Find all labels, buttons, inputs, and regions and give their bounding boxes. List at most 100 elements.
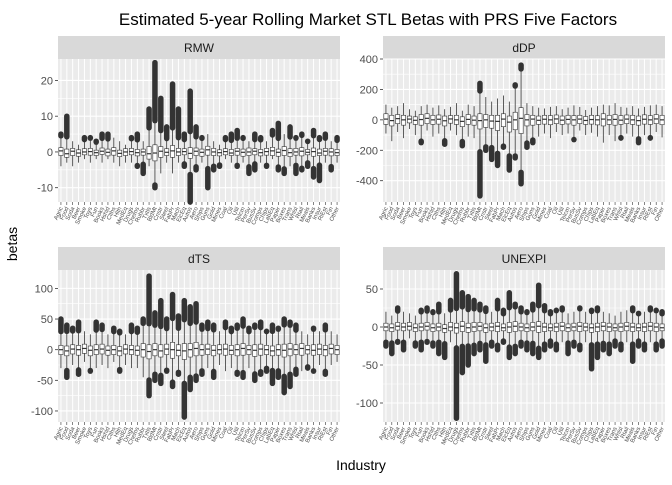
boxplot-aero <box>193 124 199 173</box>
boxplot-box <box>70 148 76 156</box>
boxplot-mines <box>542 108 547 134</box>
boxplot-box <box>317 148 322 156</box>
x-tick-label: Steel <box>484 426 495 441</box>
x-tick-label: Hshld <box>100 426 112 442</box>
x-tick-label: Hshld <box>425 206 437 222</box>
x-tick-label: Oil <box>227 206 236 215</box>
boxplot-coal <box>548 106 553 139</box>
y-tick-label: 0 <box>47 345 53 357</box>
boxplot-paper <box>600 311 607 353</box>
x-tick-label: Fin <box>651 206 660 216</box>
y-tick-label: 0 <box>47 147 53 159</box>
x-tick-label: Guns <box>525 426 536 442</box>
boxplot-telcm <box>240 134 246 163</box>
boxplot-whlsl <box>618 106 624 141</box>
boxplot-bussv <box>252 322 258 384</box>
boxplot-chems <box>459 110 466 149</box>
boxplot-hlth <box>441 313 448 361</box>
boxplot-bldmt <box>477 301 483 353</box>
x-tick-label: Clths <box>106 206 117 221</box>
x-tick-label: Toys <box>408 206 419 220</box>
x-tick-label: Aero <box>189 206 200 221</box>
boxplot-fun <box>418 106 424 146</box>
boxplot-smoke <box>82 331 87 362</box>
boxplot-labeq <box>594 305 601 361</box>
boxplot-comps <box>583 109 589 136</box>
x-tick-label: Chips <box>583 426 595 442</box>
boxplot-fin <box>328 141 334 173</box>
boxplot-food <box>389 315 395 357</box>
x-tick-label: Aero <box>514 206 525 221</box>
x-tick-label: Ships <box>194 426 206 442</box>
boxplot-agric <box>58 316 64 369</box>
boxplot-toys <box>87 134 94 163</box>
x-tick-label: Coal <box>544 206 555 220</box>
boxplot-soda <box>395 106 401 133</box>
boxplot-meals <box>629 305 636 364</box>
boxplot-rtail <box>624 310 630 343</box>
boxplot-chips <box>263 328 270 374</box>
x-tick-label: Beer <box>72 426 83 440</box>
boxplot-steel <box>163 124 170 163</box>
boxplot-box <box>536 321 542 333</box>
boxplot-autos <box>187 88 193 205</box>
boxplot-bldmt <box>477 80 483 199</box>
facet-strip-label: UNEXPI <box>502 252 547 266</box>
x-tick-label: Fun <box>90 206 100 218</box>
panel-background <box>58 59 340 202</box>
boxplot-gold <box>210 141 217 173</box>
x-tick-label: Steel <box>159 426 170 441</box>
x-tick-label: Cnstr <box>478 206 489 222</box>
x-tick-label: Gold <box>532 426 543 440</box>
y-tick-label: -100 <box>356 398 378 410</box>
boxplot-fin <box>653 307 659 353</box>
boxplot-coal <box>547 309 554 349</box>
boxplot-fin <box>653 104 659 133</box>
x-tick-label: Toys <box>83 206 94 220</box>
x-tick-label: Agric <box>379 426 390 441</box>
y-tick-label: -50 <box>37 375 53 387</box>
boxplot-coal <box>222 319 229 372</box>
boxplot-ships <box>199 322 205 377</box>
x-tick-label: Hlth <box>439 426 449 438</box>
x-tick-label: Trans <box>607 206 619 222</box>
boxplot-mines <box>541 302 548 353</box>
x-tick-label: Hlth <box>439 206 449 218</box>
boxplot-steel <box>163 316 170 374</box>
boxplot-whlsl <box>618 311 624 353</box>
x-tick-label: Whlsl <box>613 426 625 442</box>
boxplot-fun <box>418 307 424 353</box>
boxplot-hshld <box>430 309 436 349</box>
boxplot-box <box>170 342 175 359</box>
x-tick-label: Guns <box>200 206 211 222</box>
x-tick-label: Steel <box>484 206 495 221</box>
boxplot-chips <box>589 107 594 133</box>
x-tick-label: Mach <box>171 206 183 222</box>
boxplot-toys <box>412 315 419 349</box>
y-tick-label: -200 <box>356 145 378 157</box>
boxplot-telcm <box>240 316 246 381</box>
x-tick-label: Fin <box>326 206 335 216</box>
x-tick-label: Txtls <box>467 206 478 220</box>
panel-background <box>383 59 665 202</box>
boxplot-elceq <box>506 101 513 173</box>
facet-panel-dts: dTS-100-50050100AgricFoodSodaBeerSmokeTo… <box>31 247 341 446</box>
boxplot-labeq <box>595 106 600 137</box>
x-tick-label: Gold <box>532 206 543 220</box>
x-tick-label: Cnstr <box>153 206 164 222</box>
y-tick-label: 50 <box>366 284 378 296</box>
boxplot-box <box>287 343 293 357</box>
x-tick-label: Beer <box>397 426 408 440</box>
boxplot-whlsl <box>293 322 299 377</box>
boxplot-box <box>322 345 328 357</box>
x-tick-label: Mach <box>496 426 508 442</box>
x-tick-label: Insur <box>637 426 648 441</box>
x-tick-label: Oil <box>552 206 561 215</box>
y-tick-label: 50 <box>41 314 53 326</box>
x-tick-label: Trans <box>282 206 294 222</box>
x-tick-label: Fun <box>415 206 425 218</box>
boxplot-trans <box>612 315 618 349</box>
x-tick-label: RlEst <box>318 206 330 222</box>
x-tick-label: Whlsl <box>288 206 300 222</box>
boxplot-drugs <box>128 322 135 369</box>
